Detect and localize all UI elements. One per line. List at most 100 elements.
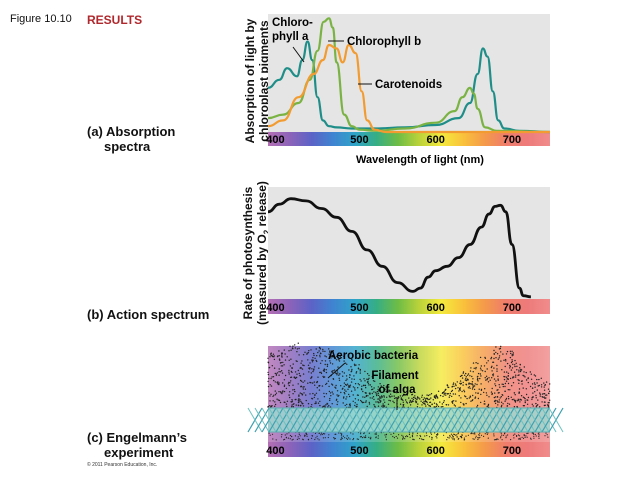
bacterium-dot — [494, 385, 497, 387]
bacterium-dot — [411, 434, 413, 437]
bacterium-dot — [408, 433, 410, 436]
bacterium-dot — [377, 437, 379, 439]
action-tick-700: 700 — [503, 302, 521, 314]
bacterium-dot — [509, 367, 511, 369]
bacterium-dot — [333, 354, 335, 357]
bacterium-dot — [465, 377, 467, 380]
bacterium-dot — [377, 401, 379, 403]
bacterium-dot — [457, 387, 459, 389]
bacterium-dot — [549, 399, 551, 401]
bacterium-dot — [512, 354, 514, 356]
bacterium-dot — [326, 382, 328, 385]
bacterium-dot — [535, 397, 537, 399]
bacterium-dot — [453, 434, 455, 436]
bacterium-dot — [477, 362, 479, 365]
bacterium-dot — [449, 394, 451, 397]
bacterium-dot — [320, 432, 322, 434]
bacterium-dot — [469, 396, 472, 398]
bacterium-dot — [531, 397, 533, 399]
bacterium-dot — [344, 362, 347, 364]
bacterium-dot — [298, 394, 300, 396]
alga-hatch-line — [394, 407, 410, 433]
alga-hatch-line — [408, 407, 424, 433]
bacterium-dot — [393, 397, 396, 400]
bacterium-dot — [379, 396, 381, 398]
bacterium-dot — [298, 347, 300, 350]
bacterium-dot — [328, 405, 330, 407]
bacterium-dot — [431, 403, 433, 405]
bacterium-dot — [315, 359, 317, 362]
bacterium-dot — [493, 400, 496, 402]
bacterium-dot — [511, 353, 513, 356]
bacterium-dot — [504, 358, 507, 361]
alga-hatch-line — [541, 407, 557, 433]
series-action-spectrum — [267, 197, 531, 299]
bacterium-dot — [269, 434, 271, 436]
bacterium-dot — [319, 371, 321, 374]
bacterium-dot — [324, 437, 326, 439]
bacterium-dot — [386, 396, 388, 398]
engelmann-tick-700: 700 — [503, 445, 521, 457]
bacterium-dot — [335, 384, 337, 387]
alga-hatch-line — [422, 407, 438, 433]
bacterium-dot — [545, 381, 548, 383]
bacterium-dot — [368, 384, 370, 386]
bacterium-dot — [513, 437, 515, 439]
bacterium-dot — [536, 378, 538, 381]
bacterium-dot — [381, 405, 383, 407]
bacterium-dot — [523, 371, 525, 373]
bacterium-dot — [342, 435, 344, 437]
bacterium-dot — [547, 436, 549, 438]
bacterium-dot — [283, 385, 286, 388]
bacterium-dot — [276, 381, 278, 384]
bacterium-dot — [367, 382, 370, 384]
bacterium-dot — [367, 395, 369, 397]
bacterium-dot — [301, 402, 303, 404]
bacterium-dot — [283, 349, 285, 351]
bacterium-dot — [414, 397, 416, 399]
bacterium-dot — [475, 392, 477, 394]
bacterium-dot — [462, 403, 464, 405]
bacterium-dot — [480, 383, 482, 385]
bacterium-dot — [286, 405, 288, 408]
bacterium-dot — [339, 373, 341, 375]
bacterium-dot — [303, 364, 305, 367]
bacterium-dot — [302, 381, 304, 383]
bacterium-dot — [483, 435, 485, 437]
bacterium-dot — [487, 360, 489, 362]
bacterium-dot — [312, 392, 314, 395]
bacterium-dot — [442, 405, 444, 408]
bacterium-dot — [311, 404, 313, 406]
bacterium-dot — [496, 396, 499, 398]
bacterium-dot — [279, 371, 282, 373]
bacterium-dot — [422, 398, 424, 401]
bacterium-dot — [493, 367, 495, 369]
bacterium-dot — [451, 434, 453, 436]
bacterium-dot — [353, 378, 355, 380]
bacterium-dot — [345, 384, 348, 386]
bacterium-dot — [502, 353, 504, 355]
bacterium-dot — [280, 361, 282, 364]
absorption-tick-500: 500 — [350, 134, 368, 146]
bacterium-dot — [270, 353, 272, 355]
bacterium-dot — [288, 384, 290, 387]
bacterium-dot — [506, 350, 509, 353]
bacterium-dot — [340, 432, 342, 434]
bacterium-dot — [480, 389, 483, 391]
bacterium-dot — [504, 390, 506, 392]
bacterium-dot — [487, 403, 490, 406]
bacterium-dot — [510, 361, 513, 364]
bacterium-dot — [364, 396, 366, 398]
bacterium-dot — [518, 388, 521, 390]
bacterium-dot — [315, 348, 317, 350]
bacterium-dot — [349, 374, 351, 376]
bacterium-dot — [270, 377, 272, 380]
bacterium-dot — [301, 394, 303, 396]
bacterium-dot — [531, 383, 534, 385]
bacterium-dot — [503, 359, 505, 361]
bacterium-dot — [326, 364, 329, 366]
bacterium-dot — [467, 387, 470, 389]
bacterium-dot — [507, 372, 510, 374]
bacterium-dot — [516, 435, 518, 437]
bacterium-dot — [267, 361, 269, 363]
